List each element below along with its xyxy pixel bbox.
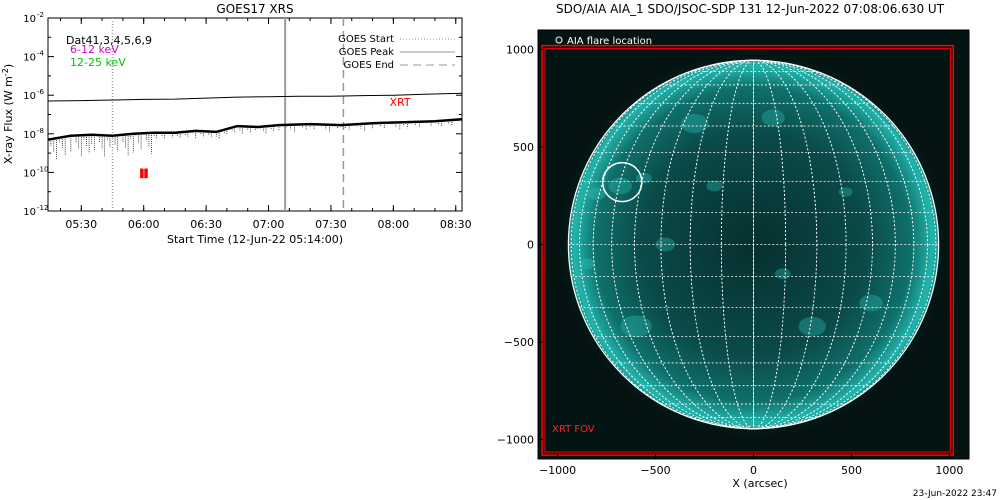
timestamp: 23-Jun-2022 23:47 [913,489,997,499]
aia-y-tick-label: 1000 [506,44,534,57]
active-region [761,109,785,126]
goes-marker-legend-label: GOES End [344,60,394,71]
heliographic-grid [567,59,940,430]
active-region [798,316,826,336]
x-tick-label: 07:00 [253,218,285,231]
grid-longitude [720,59,787,430]
grid-longitude [689,59,818,430]
aia-y-tick-label: −500 [504,336,534,349]
y-tick-base: 10 [23,168,36,179]
y-tick-label: 10 [23,130,36,141]
y-tick-base: 10 [23,53,36,64]
x-tick-label: 08:30 [440,218,472,231]
aia-title: SDO/AIA AIA_1 SDO/JSOC-SDP 131 12-Jun-20… [556,2,945,16]
series-line [48,92,462,102]
y-tick-base: 10 [23,91,36,102]
xrt-bars [140,168,148,179]
y-tick-label: 10 [23,14,36,25]
aia-overlays [541,44,955,456]
goes-markers [111,18,345,211]
goes-marker-legend: GOES Start GOES Peak GOES End [338,34,455,71]
y-tick-label: 10 [23,53,36,64]
x-tick-label: 07:30 [315,218,347,231]
aia-panel: SDO/AIA AIA_1 SDO/JSOC-SDP 131 12-Jun-20… [497,2,997,499]
flare-legend-marker [555,36,563,44]
goes-marker-legend-label: GOES Start [338,34,394,45]
grid-longitude [570,59,937,430]
aia-x-tick-label: 500 [841,464,862,477]
y-tick-base: 10 [23,130,36,141]
y-tick-label: 10 [23,168,36,179]
active-region [635,172,652,184]
active-region [859,294,883,312]
aia-x-tick-label: 1000 [935,464,963,477]
flare-location-circle [601,161,643,203]
active-region [681,114,709,134]
active-region [608,177,633,195]
active-region [775,268,791,280]
active-region [620,315,652,338]
y-tick-base: 10 [23,14,36,25]
aia-x-tick-label: −1000 [539,464,576,477]
goes-marker-legend-label: GOES Peak [339,47,394,58]
x-tick-label: 08:00 [377,218,409,231]
aia-y-tick-label: 0 [527,239,534,252]
y-tick-exponent: -6 [37,88,45,96]
y-tick-label: 10 [23,91,36,102]
y-tick-label: 10 [23,207,36,218]
aia-x-tick-label: −500 [640,464,670,477]
aia-x-ticks: −1000 −500 0 500 1000 [539,453,963,477]
active-region [838,187,853,197]
aia-y-tick-label: 500 [513,141,534,154]
solar-limb [567,59,940,430]
legend-12-25kev: 12-25 keV [70,56,126,69]
xrt-fov-box-inner [544,48,951,453]
active-region [579,258,595,270]
lightcurve-y-axis-label-sup: -2 [1,68,10,76]
y-tick-exponent: -2 [37,11,44,19]
y-tick-exponent: -12 [37,204,48,212]
aia-x-tick-label: 0 [750,464,757,477]
flare-legend-label: AIA flare location [567,36,652,47]
xrt-label: XRT [389,96,410,109]
y-tick-exponent: -4 [37,50,45,58]
aia-y-ticks: −1000 −500 0 500 1000 [497,44,544,447]
xrt-fov-label: XRT FOV [552,424,595,435]
lightcurve-title: GOES17 XRS [216,2,293,16]
lightcurve-y-axis-label-main: X-ray Flux (W m [2,76,15,164]
y-tick-base: 10 [23,207,36,218]
x-tick-label: 06:00 [128,218,160,231]
active-region [706,180,723,192]
xrt-fov-box [541,44,955,456]
xrt-bar [140,168,144,179]
lightcurve-series [48,92,462,159]
xrt-bar [144,168,148,179]
lightcurve-y-axis-label: X-ray Flux (W m-2) [1,64,15,164]
active-region [587,187,606,200]
x-tick-label: 06:30 [190,218,222,231]
lightcurve-y-axis-label-close: ) [2,64,15,68]
x-tick-label: 05:30 [65,218,97,231]
y-tick-exponent: -8 [37,127,44,135]
lightcurve-x-ticks: 05:30 06:00 06:30 07:00 07:30 08:00 08:30 [59,18,472,231]
channel-label: Dat41,3,4,5,6,9 [66,34,152,47]
y-tick-exponent: -10 [37,165,48,173]
aia-y-tick-label: −1000 [497,434,534,447]
legend-6-12kev: 6-12 keV [70,43,119,56]
lightcurve-x-axis-label: Start Time (12-Jun-22 05:14:00) [167,233,343,246]
aia-x-axis-label: X (arcsec) [732,477,787,490]
